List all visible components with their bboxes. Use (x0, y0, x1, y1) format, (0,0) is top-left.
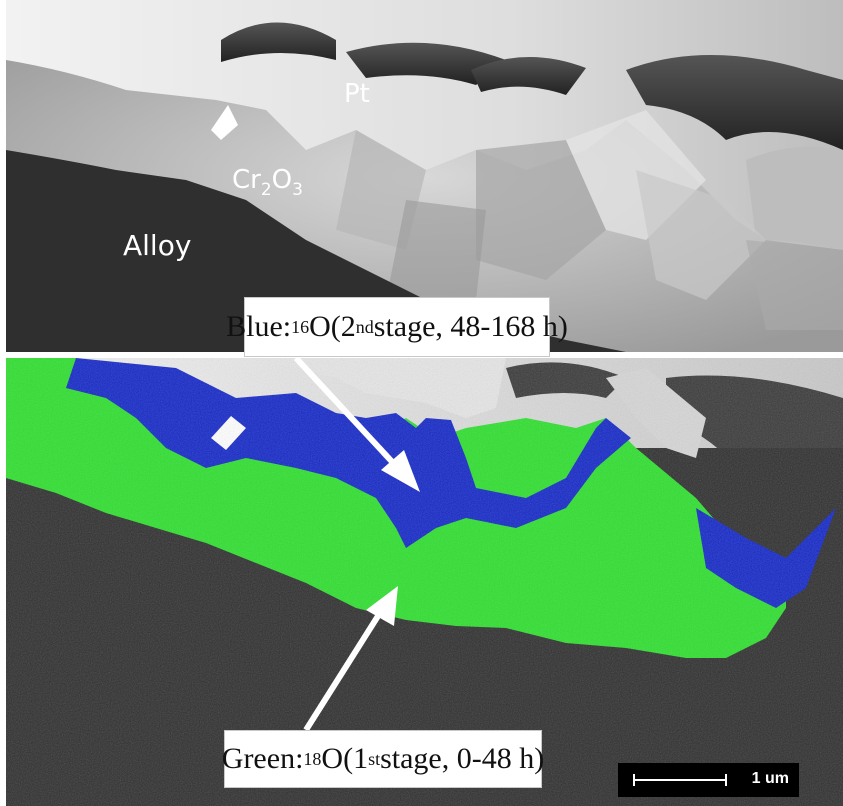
pt-cap (346, 42, 506, 85)
pt-cap (471, 56, 586, 95)
pt-cap (626, 55, 843, 150)
scale-bar-label: 1 um (751, 770, 789, 787)
tem-image-panel: Pt Cr2O3 Alloy (6, 0, 843, 352)
pt-cap (221, 22, 336, 62)
tem-micrograph: Pt Cr2O3 Alloy (6, 0, 843, 352)
arrow-to-blue-region (293, 358, 420, 492)
pt-grain (746, 146, 843, 250)
pt-label: Pt (344, 79, 370, 109)
alloy-label: Alloy (123, 229, 191, 262)
green-18o-callout: Green: 18 O (1 st stage, 0-48 h) (222, 730, 544, 788)
arrow-to-green-region (303, 586, 398, 732)
scale-bar-line (633, 779, 727, 781)
scale-bar-cap (725, 774, 727, 786)
alloy-substrate (6, 150, 626, 352)
cr2o3-label: Cr2O3 (232, 165, 303, 200)
scale-bar: 1 um (618, 763, 799, 797)
isotope-map-panel (6, 358, 843, 806)
blue-16o-callout: Blue: 16 O (2 nd stage, 48-168 h) (226, 297, 568, 357)
isotope-map (6, 358, 843, 806)
